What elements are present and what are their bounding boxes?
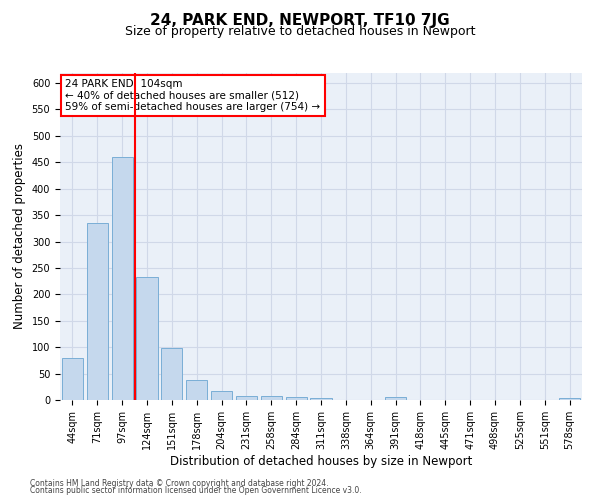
Bar: [385, 398, 406, 400]
Bar: [286, 398, 307, 400]
Bar: [112, 157, 133, 400]
Bar: [261, 396, 282, 400]
Text: 24 PARK END: 104sqm
← 40% of detached houses are smaller (512)
59% of semi-detac: 24 PARK END: 104sqm ← 40% of detached ho…: [65, 79, 320, 112]
Bar: [186, 380, 207, 400]
Bar: [559, 398, 580, 400]
Bar: [62, 358, 83, 400]
Text: Size of property relative to detached houses in Newport: Size of property relative to detached ho…: [125, 25, 475, 38]
Text: Contains public sector information licensed under the Open Government Licence v3: Contains public sector information licen…: [30, 486, 362, 495]
Text: 24, PARK END, NEWPORT, TF10 7JG: 24, PARK END, NEWPORT, TF10 7JG: [150, 12, 450, 28]
X-axis label: Distribution of detached houses by size in Newport: Distribution of detached houses by size …: [170, 455, 472, 468]
Bar: [87, 223, 108, 400]
Y-axis label: Number of detached properties: Number of detached properties: [13, 143, 26, 329]
Text: Contains HM Land Registry data © Crown copyright and database right 2024.: Contains HM Land Registry data © Crown c…: [30, 478, 329, 488]
Bar: [211, 391, 232, 400]
Bar: [161, 348, 182, 400]
Bar: [136, 278, 158, 400]
Bar: [236, 396, 257, 400]
Bar: [310, 398, 332, 400]
